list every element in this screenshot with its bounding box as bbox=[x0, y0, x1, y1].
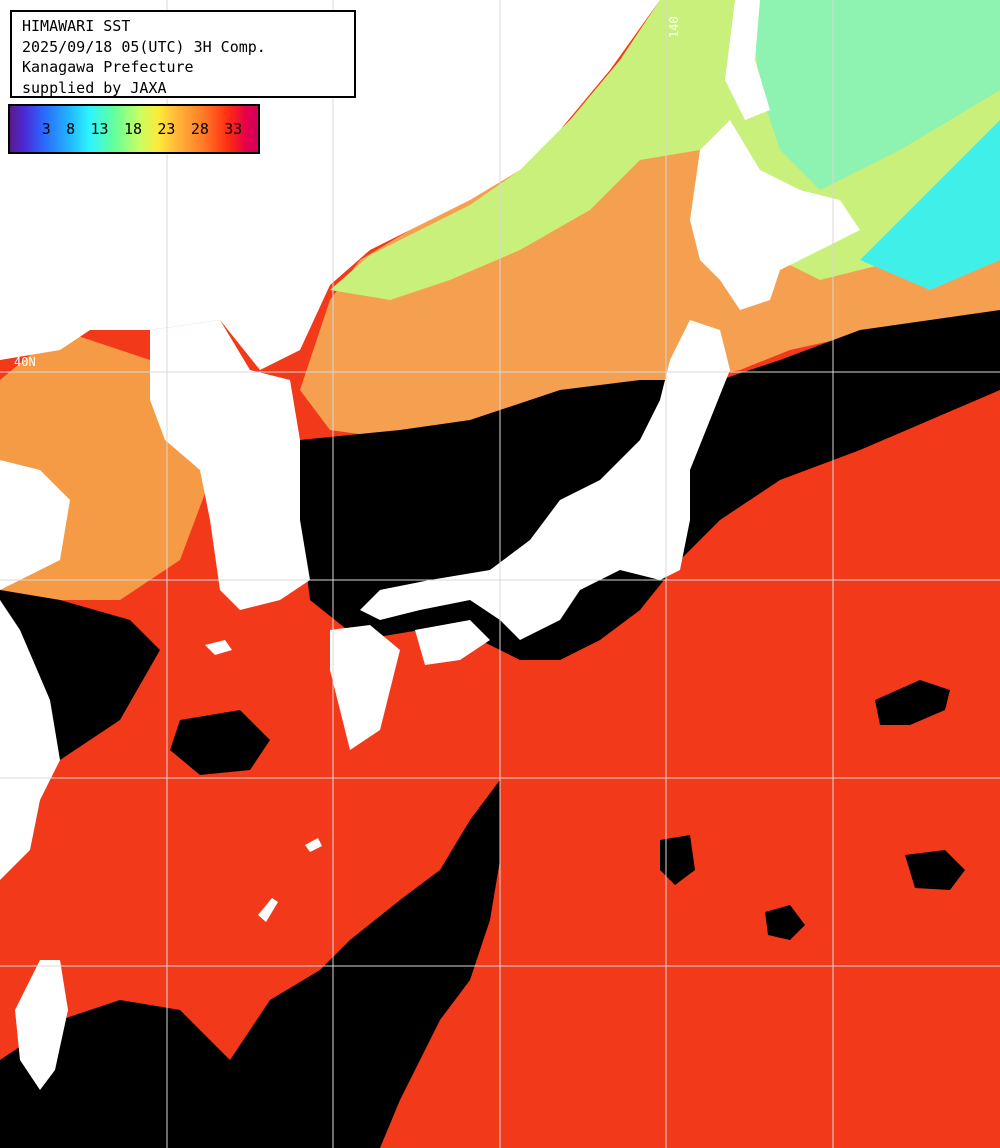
colorbar-tick: 8 bbox=[66, 120, 76, 138]
land-jeju bbox=[205, 640, 232, 655]
sst-colorbar: 3 8 13 18 23 28 33 bbox=[8, 104, 260, 154]
cold-sea-area bbox=[860, 120, 1000, 290]
colorbar-ticks: 3 8 13 18 23 28 33 bbox=[10, 106, 258, 152]
grid-label-30n: 30N bbox=[18, 761, 40, 775]
map-supplier: supplied by JAXA bbox=[22, 78, 167, 97]
cloud-band-okinawa bbox=[200, 780, 500, 1148]
land-shikoku bbox=[415, 620, 490, 665]
grid-label-40n: 40N bbox=[14, 355, 36, 369]
land-china-east bbox=[0, 460, 70, 590]
land-taiwan bbox=[15, 960, 68, 1090]
cold-sea-area-north bbox=[750, 0, 1000, 190]
cloud-patch-east-china-sea bbox=[170, 710, 270, 775]
colorbar-tick: 23 bbox=[157, 120, 176, 138]
colorbar-tick: 13 bbox=[90, 120, 109, 138]
colorbar-tick: 28 bbox=[190, 120, 209, 138]
land-korean-peninsula bbox=[150, 320, 310, 610]
land-okinawa bbox=[258, 898, 278, 922]
cloud-patch-pacific-1 bbox=[875, 680, 950, 725]
land-hokkaido bbox=[690, 120, 860, 310]
grid-label-140e: 140 bbox=[667, 16, 681, 38]
land-china-southeast bbox=[0, 600, 60, 880]
land-kyushu bbox=[330, 625, 400, 750]
map-datetime: 2025/09/18 05(UTC) 3H Comp. bbox=[22, 37, 266, 56]
colorbar-tick: 3 bbox=[41, 120, 51, 138]
cloud-patch-pacific-4 bbox=[660, 835, 695, 885]
land-amami bbox=[305, 838, 322, 852]
cloud-patch-pacific-3 bbox=[765, 905, 805, 940]
map-region: Kanagawa Prefecture bbox=[22, 58, 194, 76]
colorbar-tick: 33 bbox=[224, 120, 243, 138]
land-honshu bbox=[360, 320, 730, 640]
info-panel: HIMAWARI SST 2025/09/18 05(UTC) 3H Comp.… bbox=[10, 10, 356, 98]
map-title: HIMAWARI SST bbox=[22, 17, 131, 35]
colorbar-tick: 18 bbox=[123, 120, 142, 138]
land-sakhalin bbox=[725, 0, 770, 120]
cloud-patch-pacific-2 bbox=[905, 850, 965, 890]
